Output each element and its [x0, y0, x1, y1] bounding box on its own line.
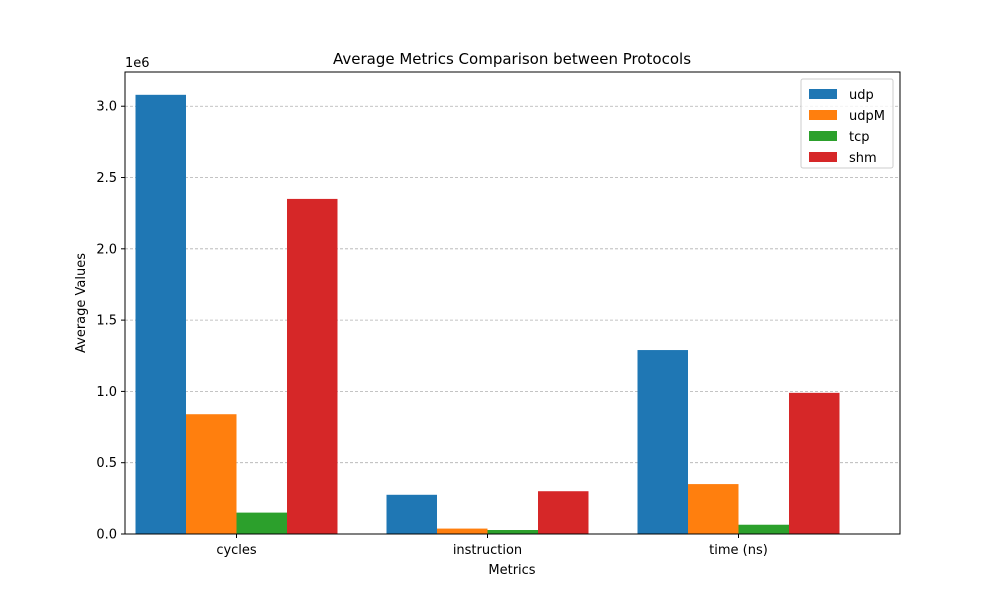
x-tick-label: time (ns)	[709, 543, 768, 558]
legend-swatch-udp	[809, 89, 837, 99]
y-tick-label: 1.0	[96, 385, 117, 400]
y-tick-label: 1.5	[96, 314, 117, 329]
y-axis-label: Average Values	[74, 253, 89, 353]
bar-udpM-1	[437, 528, 488, 534]
x-axis-label: Metrics	[488, 563, 535, 578]
bar-tcp-0	[236, 512, 287, 534]
y-axis-offset-label: 1e6	[125, 56, 150, 71]
legend-label-udp: udp	[849, 88, 874, 103]
bar-udp-2	[637, 350, 688, 534]
x-tick-label: instruction	[453, 543, 522, 558]
x-axis-ticks: cycles instruction time (ns)	[216, 534, 768, 558]
bar-udpM-0	[186, 414, 237, 534]
legend-label-tcp: tcp	[849, 130, 870, 145]
chart-title: Average Metrics Comparison between Proto…	[333, 50, 691, 68]
y-tick-label: 0.0	[96, 528, 117, 543]
y-axis-ticks: 0.0 0.5 1.0 1.5 2.0 2.5 3.0	[96, 100, 125, 543]
legend-box	[800, 78, 894, 169]
legend-swatch-tcp	[809, 131, 837, 141]
y-tick-label: 2.0	[96, 242, 117, 257]
legend: udp udpM tcp shm	[800, 78, 894, 169]
y-tick-label: 2.5	[96, 171, 117, 186]
bar-udp-0	[135, 94, 186, 534]
y-tick-label: 0.5	[96, 456, 117, 471]
plot-frame	[124, 71, 901, 535]
legend-label-shm: shm	[849, 151, 877, 166]
bar-tcp-2	[738, 524, 789, 534]
x-tick-label: cycles	[216, 543, 257, 558]
bar-shm-0	[287, 198, 338, 534]
legend-label-udpM: udpM	[849, 109, 885, 124]
legend-swatch-udpM	[809, 110, 837, 120]
bar-udpM-2	[688, 484, 739, 534]
y-tick-label: 3.0	[96, 100, 117, 115]
bar-shm-1	[538, 491, 589, 534]
bar-shm-2	[789, 392, 840, 534]
bar-udp-1	[386, 494, 437, 534]
bar-tcp-1	[487, 530, 538, 534]
bars	[135, 94, 840, 534]
gridlines	[125, 105, 900, 464]
legend-swatch-shm	[809, 152, 837, 162]
